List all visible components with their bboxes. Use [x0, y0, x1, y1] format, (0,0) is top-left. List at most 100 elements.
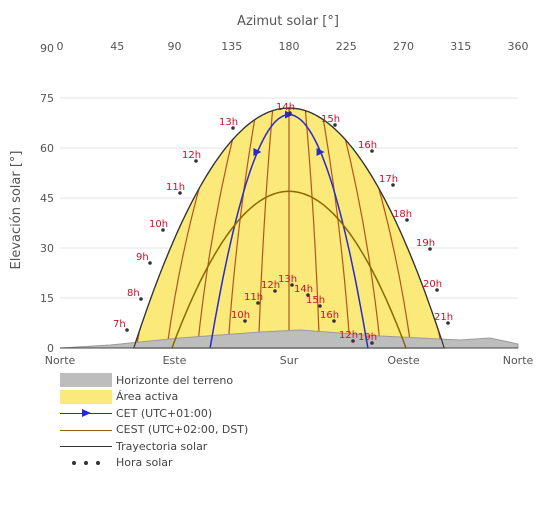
- hour-label: 15h: [321, 114, 340, 125]
- hour-dot: [125, 328, 129, 332]
- cet-arrow: [316, 148, 325, 156]
- hour-label: 12h: [182, 150, 201, 161]
- x-top-tick-label: 0: [57, 40, 64, 53]
- cet-line-icon: [60, 406, 112, 420]
- x-top-tick-label: 180: [279, 40, 300, 53]
- horizon-swatch-icon: [60, 373, 112, 388]
- hour-label: 17h: [379, 174, 398, 185]
- hour-label: 10h: [149, 219, 168, 230]
- hour-dot: [290, 283, 294, 287]
- hour-dots-icon: [60, 456, 112, 470]
- path-line-icon: [60, 439, 112, 453]
- hour-label: 15h: [306, 295, 325, 306]
- hour-dot: [148, 261, 152, 265]
- hour-label: 21h: [434, 312, 453, 323]
- hour-dot: [391, 183, 395, 187]
- x-top-tick-label: 315: [450, 40, 471, 53]
- hour-dot: [139, 297, 143, 301]
- legend: Horizonte del terreno Área activa CET (U…: [60, 372, 248, 471]
- hour-label: 7h: [113, 319, 126, 330]
- x-axis-top-title: Azimut solar [°]: [237, 14, 339, 29]
- hour-dot: [446, 321, 450, 325]
- y-tick-label: 75: [40, 92, 54, 105]
- hour-dot: [256, 301, 260, 305]
- legend-item-horizon: Horizonte del terreno: [60, 372, 248, 389]
- hour-dot: [370, 341, 374, 345]
- y-tick-label: 0: [47, 342, 54, 355]
- cet-arrow: [253, 148, 262, 156]
- hour-label: 20h: [423, 279, 442, 290]
- series-lines: [133, 107, 445, 349]
- hour-dot: [161, 228, 165, 232]
- hour-label: 19h: [416, 238, 435, 249]
- hour-label: 12h: [339, 330, 358, 341]
- hour-dot: [194, 159, 198, 163]
- series-line: [133, 107, 445, 349]
- cet-arrow: [285, 110, 293, 119]
- hour-label: 10h: [231, 310, 250, 321]
- hour-dot: [435, 288, 439, 292]
- legend-label: CET (UTC+01:00): [116, 406, 213, 420]
- y-tick-label: 30: [40, 242, 54, 255]
- x-top-tick-label: 225: [336, 40, 357, 53]
- y-tick-label: 90: [40, 42, 54, 55]
- hour-label: 9h: [136, 252, 149, 263]
- x-bottom-tick-label: Norte: [503, 354, 534, 367]
- hour-label: 16h: [358, 140, 377, 151]
- legend-label: CEST (UTC+02:00, DST): [116, 423, 249, 437]
- hour-label: 16h: [320, 310, 339, 321]
- hour-label: 11h: [244, 292, 263, 303]
- hour-label: 14h: [276, 102, 295, 113]
- x-top-tick-label: 90: [168, 40, 182, 53]
- x-top-tick-label: 45: [110, 40, 124, 53]
- x-bottom-tick-label: Oeste: [387, 354, 419, 367]
- hour-dot: [370, 149, 374, 153]
- hour-dot: [243, 319, 247, 323]
- x-bottom-tick-label: Este: [163, 354, 187, 367]
- x-bottom-tick-label: Sur: [280, 354, 299, 367]
- hour-dot: [273, 289, 277, 293]
- x-top-tick-label: 360: [508, 40, 529, 53]
- legend-label: Trayectoria solar: [116, 439, 208, 453]
- hour-dot: [306, 293, 310, 297]
- hour-dot: [231, 126, 235, 130]
- legend-item-cest: CEST (UTC+02:00, DST): [60, 422, 248, 439]
- x-top-tick-label: 135: [221, 40, 242, 53]
- hour-dot: [351, 339, 355, 343]
- legend-label: Hora solar: [116, 456, 173, 470]
- cest-line-icon: [60, 423, 112, 437]
- hour-label: 13h: [219, 117, 238, 128]
- hour-label: 18h: [393, 209, 412, 220]
- hour-dot: [405, 218, 409, 222]
- hour-dot: [288, 111, 292, 115]
- hour-dot: [332, 319, 336, 323]
- y-tick-label: 15: [40, 292, 54, 305]
- legend-label: Horizonte del terreno: [116, 373, 234, 387]
- y-tick-label: 45: [40, 192, 54, 205]
- hour-label: 8h: [127, 288, 140, 299]
- hour-labels: 7h8h9h10h11h12h13h14h15h16h17h18h19h20h2…: [113, 102, 453, 345]
- hour-dot: [318, 304, 322, 308]
- hour-dot: [178, 191, 182, 195]
- x-bottom-tick-label: Norte: [45, 354, 76, 367]
- hour-label: 19h: [358, 332, 377, 343]
- legend-item-cet: CET (UTC+01:00): [60, 405, 248, 422]
- hour-label: 14h: [294, 284, 313, 295]
- legend-item-active-area: Área activa: [60, 389, 248, 406]
- series-line: [171, 190, 407, 349]
- hour-dot: [428, 247, 432, 251]
- terrain-horizon: [59, 329, 519, 349]
- y-axis-title: Elevación solar [°]: [9, 151, 24, 270]
- x-top-tick-label: 270: [393, 40, 414, 53]
- legend-item-path: Trayectoria solar: [60, 438, 248, 455]
- hour-dot: [333, 123, 337, 127]
- hour-label: 13h: [278, 274, 297, 285]
- y-tick-label: 60: [40, 142, 54, 155]
- hour-label: 11h: [166, 182, 185, 193]
- legend-item-hour: Hora solar: [60, 455, 248, 472]
- legend-label: Área activa: [116, 390, 179, 404]
- active-area-swatch-icon: [60, 389, 112, 404]
- hour-label: 12h: [261, 280, 280, 291]
